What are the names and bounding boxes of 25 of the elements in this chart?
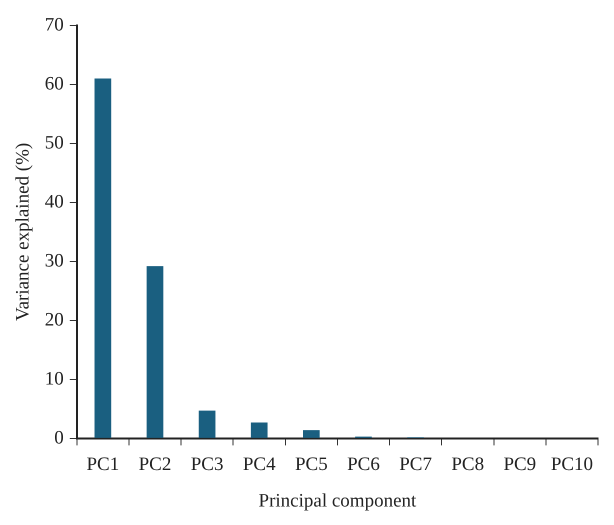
bar — [94, 78, 112, 438]
x-tick-label: PC4 — [242, 454, 276, 475]
bar — [303, 430, 320, 438]
y-tick-label: 20 — [44, 309, 64, 330]
x-tick-label: PC8 — [451, 454, 484, 475]
bar — [198, 410, 216, 438]
x-tick-label: PC9 — [503, 454, 536, 475]
y-tick-label: 30 — [44, 250, 64, 272]
x-tick-label: PC1 — [86, 454, 120, 475]
y-tick-label: 40 — [44, 191, 64, 212]
x-axis-title: Principal component — [258, 490, 417, 512]
x-tick-label: PC6 — [347, 454, 380, 475]
y-axis-title: Variance explained (%) — [12, 142, 34, 322]
x-tick-label: PC3 — [190, 454, 224, 475]
y-tick-label: 50 — [44, 132, 64, 154]
bar — [250, 422, 268, 438]
x-tick-label: PC2 — [138, 454, 172, 475]
bar — [146, 266, 164, 438]
y-tick-label: 60 — [44, 73, 64, 94]
y-tick-label: 0 — [54, 427, 64, 448]
x-tick-label: PC7 — [399, 454, 432, 475]
y-tick-label: 10 — [44, 368, 64, 390]
x-tick-label: PC5 — [294, 454, 328, 475]
x-tick-label: PC10 — [550, 454, 594, 475]
y-tick-label: 70 — [44, 14, 64, 36]
